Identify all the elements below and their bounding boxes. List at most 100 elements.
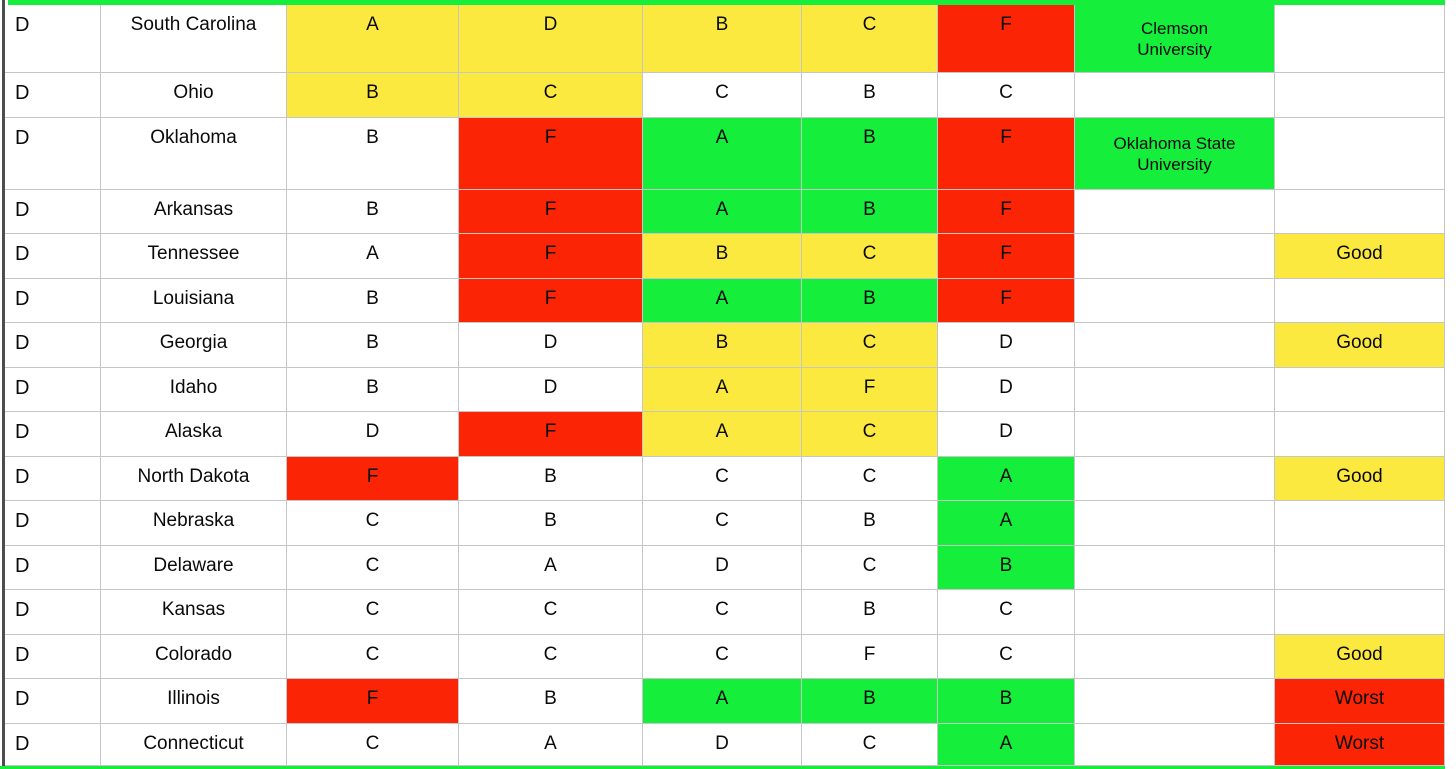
cell-grade[interactable]: B [802,73,938,118]
cell-grade[interactable]: C [802,5,938,73]
cell-grade[interactable]: B [938,679,1075,724]
cell-grade[interactable]: C [802,457,938,501]
cell-rank-flag[interactable] [1275,118,1445,190]
cell-university[interactable] [1075,635,1275,679]
cell-grade[interactable]: F [938,279,1075,323]
cell-rank-flag[interactable] [1275,546,1445,590]
cell-grade[interactable]: B [287,279,459,323]
cell-grade[interactable]: A [287,5,459,73]
cell-rank-flag[interactable] [1275,279,1445,323]
cell-grade[interactable]: C [802,546,938,590]
cell-grade[interactable]: C [938,73,1075,118]
cell-grade[interactable]: C [459,635,643,679]
cell-grade[interactable]: C [938,590,1075,635]
cell-grade[interactable]: F [938,234,1075,279]
cell-grade[interactable]: B [287,118,459,190]
cell-grade[interactable]: B [802,190,938,234]
cell-rank-flag[interactable] [1275,368,1445,412]
cell-university[interactable]: Oklahoma State University [1075,118,1275,190]
cell-overall-grade[interactable]: D [5,368,101,412]
cell-overall-grade[interactable]: D [5,118,101,190]
cell-university[interactable]: Clemson University [1075,5,1275,73]
cell-state-name[interactable]: Oklahoma [101,118,287,190]
cell-grade[interactable]: C [287,724,459,766]
cell-grade[interactable]: F [802,635,938,679]
cell-grade[interactable]: C [459,73,643,118]
cell-grade[interactable]: B [459,457,643,501]
cell-university[interactable] [1075,73,1275,118]
cell-university[interactable] [1075,368,1275,412]
cell-grade[interactable]: F [287,457,459,501]
cell-grade[interactable]: A [459,724,643,766]
cell-grade[interactable]: B [802,679,938,724]
cell-grade[interactable]: C [643,73,802,118]
cell-grade[interactable]: C [802,724,938,766]
cell-state-name[interactable]: Nebraska [101,501,287,546]
cell-rank-flag[interactable] [1275,73,1445,118]
cell-grade[interactable]: D [459,5,643,73]
cell-overall-grade[interactable]: D [5,323,101,368]
cell-grade[interactable]: F [459,412,643,457]
cell-grade[interactable]: F [459,234,643,279]
cell-grade[interactable]: F [938,190,1075,234]
cell-grade[interactable]: F [938,5,1075,73]
cell-overall-grade[interactable]: D [5,457,101,501]
cell-grade[interactable]: D [938,323,1075,368]
cell-grade[interactable]: F [459,190,643,234]
cell-university[interactable] [1075,501,1275,546]
cell-grade[interactable]: B [802,590,938,635]
cell-overall-grade[interactable]: D [5,73,101,118]
cell-state-name[interactable]: South Carolina [101,5,287,73]
cell-state-name[interactable]: Tennessee [101,234,287,279]
cell-grade[interactable]: A [643,279,802,323]
cell-grade[interactable]: C [938,635,1075,679]
cell-grade[interactable]: A [643,190,802,234]
cell-overall-grade[interactable]: D [5,190,101,234]
cell-state-name[interactable]: Idaho [101,368,287,412]
cell-grade[interactable]: B [643,323,802,368]
cell-rank-flag[interactable] [1275,412,1445,457]
cell-grade[interactable]: B [802,118,938,190]
cell-grade[interactable]: C [802,234,938,279]
cell-university[interactable] [1075,279,1275,323]
cell-grade[interactable]: B [287,368,459,412]
cell-grade[interactable]: B [802,501,938,546]
cell-university[interactable] [1075,323,1275,368]
cell-grade[interactable]: C [287,501,459,546]
cell-grade[interactable]: C [643,501,802,546]
cell-grade[interactable]: F [459,118,643,190]
cell-overall-grade[interactable]: D [5,679,101,724]
cell-grade[interactable]: C [287,590,459,635]
cell-grade[interactable]: C [643,457,802,501]
cell-university[interactable] [1075,234,1275,279]
cell-grade[interactable]: B [459,501,643,546]
cell-rank-flag[interactable] [1275,5,1445,73]
cell-grade[interactable]: B [643,5,802,73]
cell-grade[interactable]: A [287,234,459,279]
cell-grade[interactable]: D [643,724,802,766]
cell-grade[interactable]: A [938,724,1075,766]
cell-grade[interactable]: D [938,412,1075,457]
cell-grade[interactable]: C [287,546,459,590]
cell-grade[interactable]: D [459,323,643,368]
cell-university[interactable] [1075,590,1275,635]
cell-grade[interactable]: C [802,412,938,457]
cell-state-name[interactable]: Ohio [101,73,287,118]
cell-grade[interactable]: A [643,118,802,190]
cell-rank-flag[interactable]: Good [1275,457,1445,501]
cell-university[interactable] [1075,724,1275,766]
cell-state-name[interactable]: Louisiana [101,279,287,323]
cell-state-name[interactable]: Georgia [101,323,287,368]
cell-state-name[interactable]: Arkansas [101,190,287,234]
cell-grade[interactable]: D [643,546,802,590]
cell-grade[interactable]: C [643,590,802,635]
cell-overall-grade[interactable]: D [5,635,101,679]
cell-overall-grade[interactable]: D [5,234,101,279]
cell-grade[interactable]: A [938,457,1075,501]
cell-grade[interactable]: B [643,234,802,279]
cell-grade[interactable]: C [287,635,459,679]
cell-overall-grade[interactable]: D [5,279,101,323]
cell-grade[interactable]: B [287,323,459,368]
cell-grade[interactable]: B [287,73,459,118]
cell-overall-grade[interactable]: D [5,501,101,546]
